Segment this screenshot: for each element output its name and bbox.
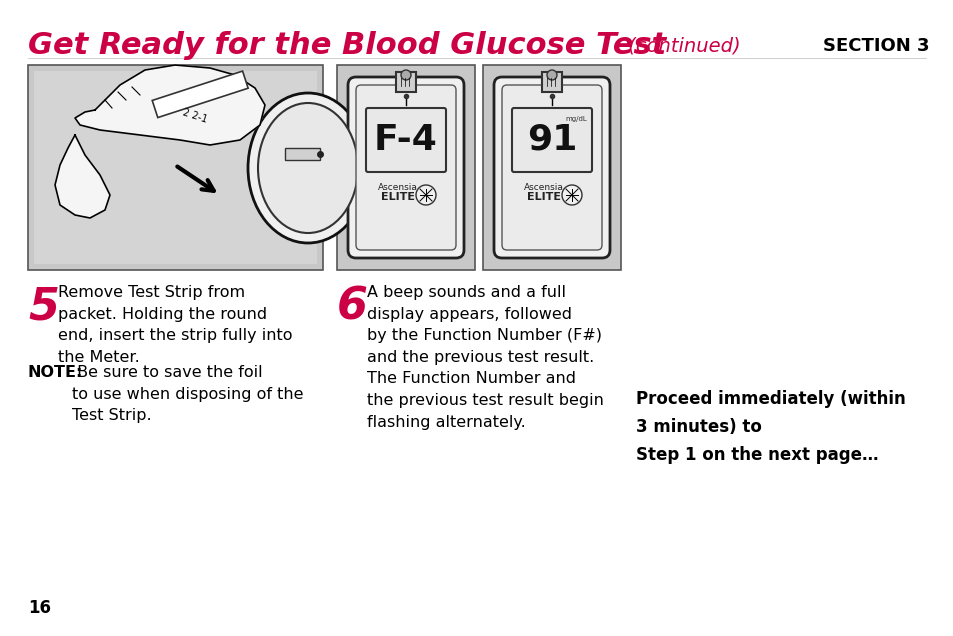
Text: F-4: F-4 [374,123,437,157]
FancyBboxPatch shape [512,108,592,172]
Text: Be sure to save the foil
to use when disposing of the
Test Strip.: Be sure to save the foil to use when dis… [71,365,303,423]
Circle shape [561,185,581,205]
Bar [28,65,323,270]
Text: 5: 5 [28,285,59,328]
Polygon shape [75,65,265,145]
Text: ELITE: ELITE [380,192,415,202]
Bar [482,65,620,270]
Text: ELITE: ELITE [526,192,560,202]
Bar [34,71,316,264]
FancyBboxPatch shape [355,85,456,250]
Ellipse shape [248,93,368,243]
Text: 16: 16 [28,599,51,617]
Text: A beep sounds and a full
display appears, followed
by the Function Number (F#)
a: A beep sounds and a full display appears… [367,285,603,429]
Bar [541,72,561,92]
Ellipse shape [257,103,357,233]
Text: mg/dL: mg/dL [565,116,586,122]
Circle shape [400,70,411,80]
Text: Ascensia: Ascensia [377,183,417,192]
Text: 2 2-1: 2 2-1 [181,107,209,125]
Bar [395,72,416,92]
Text: Get Ready for the Blood Glucose Test: Get Ready for the Blood Glucose Test [28,32,665,60]
Text: (continued): (continued) [621,36,740,55]
Text: 6: 6 [336,285,368,328]
FancyBboxPatch shape [501,85,601,250]
Bar [285,148,319,160]
Text: SECTION 3: SECTION 3 [822,37,929,55]
Text: Remove Test Strip from
packet. Holding the round
end, insert the strip fully int: Remove Test Strip from packet. Holding t… [58,285,293,365]
FancyBboxPatch shape [494,77,609,258]
Circle shape [416,185,436,205]
Text: Ascensia: Ascensia [523,183,563,192]
Text: NOTE:: NOTE: [28,365,83,380]
Polygon shape [55,135,110,218]
Bar [152,71,248,118]
Bar [336,65,475,270]
Text: Proceed immediately (within
3 minutes) to
Step 1 on the next page…: Proceed immediately (within 3 minutes) t… [636,390,904,464]
Circle shape [546,70,557,80]
FancyBboxPatch shape [366,108,446,172]
Text: 91: 91 [526,123,577,157]
FancyBboxPatch shape [348,77,463,258]
